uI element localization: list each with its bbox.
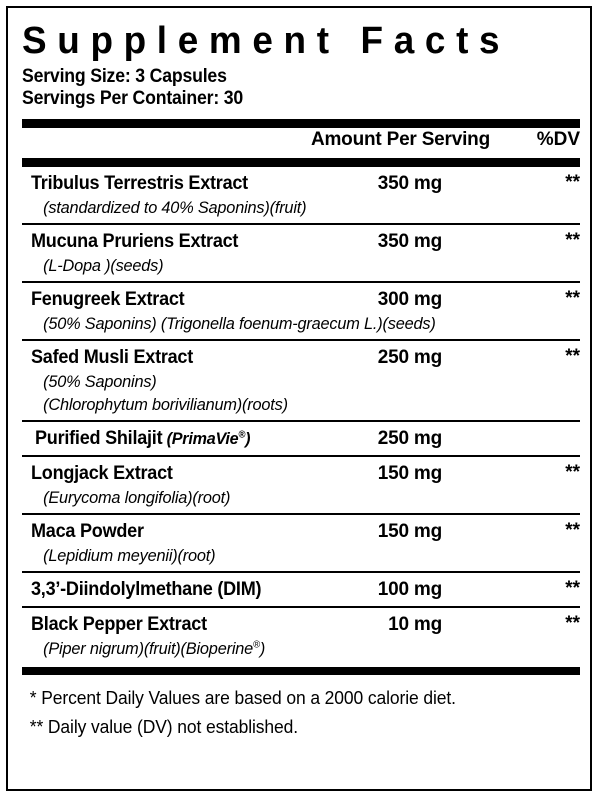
- ingredient-row-main: Mucuna Pruriens Extract 350 mg **: [22, 230, 580, 254]
- ingredient-amount: 350 mg: [377, 173, 442, 194]
- footnote: * Percent Daily Values are based on a 20…: [29, 688, 456, 708]
- ingredient-row-main: Purified Shilajit (PrimaVie®) 250 mg: [22, 427, 580, 451]
- ingredient-row: 3,3’-Diindolylmethane (DIM) 100 mg **: [22, 573, 580, 606]
- ingredient-daily-value: **: [565, 462, 580, 483]
- ingredient-row-main: Tribulus Terrestris Extract 350 mg **: [22, 172, 580, 196]
- ingredient-name: Fenugreek Extract: [31, 289, 185, 310]
- ingredient-row-main: Black Pepper Extract 10 mg **: [22, 613, 580, 637]
- servings-per-container: Servings Per Container: 30: [22, 88, 244, 109]
- footnotes-block: * Percent Daily Values are based on a 20…: [22, 675, 580, 742]
- column-header-amount: Amount Per Serving: [310, 129, 490, 150]
- ingredient-name: Safed Musli Extract: [31, 347, 194, 368]
- ingredient-subline: (50% Saponins): [43, 372, 157, 391]
- footnote-separator-rule: [22, 667, 580, 675]
- ingredient-row: Fenugreek Extract 300 mg ** (50% Saponins) …: [22, 283, 580, 339]
- ingredient-name: Purified Shilajit (PrimaVie®): [35, 428, 251, 449]
- page-title: Supplement Facts: [22, 20, 511, 62]
- ingredient-subline: (50% Saponins) (Trigonella foenum-graecu…: [43, 314, 436, 333]
- ingredient-row: Longjack Extract 150 mg ** (Eurycoma longif…: [22, 457, 580, 513]
- ingredient-row-main: Safed Musli Extract 250 mg **: [22, 346, 580, 370]
- serving-info-block: Serving Size: 3 Capsules Servings Per Co…: [22, 66, 580, 110]
- row-divider: [22, 281, 580, 283]
- ingredient-subline: (Piper nigrum)(fruit)(Bioperine®): [43, 639, 266, 658]
- ingredient-subline: (L-Dopa )(seeds): [43, 256, 164, 275]
- ingredient-amount: 250 mg: [377, 428, 442, 449]
- ingredient-daily-value: **: [565, 172, 580, 193]
- ingredient-name: Longjack Extract: [31, 463, 173, 484]
- ingredient-row-main: 3,3’-Diindolylmethane (DIM) 100 mg **: [22, 578, 580, 602]
- ingredient-amount: 10 mg: [388, 614, 442, 635]
- row-divider: [22, 606, 580, 608]
- column-header-daily-value: %DV: [536, 129, 580, 150]
- serving-size: Serving Size: 3 Capsules: [22, 66, 227, 87]
- ingredient-amount: 250 mg: [377, 347, 442, 368]
- ingredient-subline: (Eurycoma longifolia)(root): [43, 488, 231, 507]
- ingredient-name: Mucuna Pruriens Extract: [31, 231, 239, 252]
- row-divider: [22, 420, 580, 422]
- ingredient-row: Maca Powder 150 mg ** (Lepidium meyenii)(ro…: [22, 515, 580, 571]
- label-content: Supplement Facts Serving Size: 3 Capsule…: [22, 14, 580, 742]
- ingredient-row: Tribulus Terrestris Extract 350 mg ** (stan…: [22, 167, 580, 223]
- ingredient-daily-value: **: [565, 346, 580, 367]
- row-divider: [22, 571, 580, 573]
- footnote: ** Daily value (DV) not established.: [29, 717, 299, 737]
- ingredient-row-main: Longjack Extract 150 mg **: [22, 462, 580, 486]
- ingredient-amount: 300 mg: [377, 289, 442, 310]
- ingredient-subline: (standardized to 40% Saponins)(fruit): [43, 198, 307, 217]
- ingredient-row-main: Maca Powder 150 mg **: [22, 520, 580, 544]
- ingredient-name: Tribulus Terrestris Extract: [31, 173, 248, 194]
- ingredient-list: Tribulus Terrestris Extract 350 mg ** (stan…: [22, 167, 580, 664]
- ingredient-row: Purified Shilajit (PrimaVie®) 250 mg: [22, 422, 580, 455]
- ingredient-daily-value: **: [565, 613, 580, 634]
- ingredient-row: Black Pepper Extract 10 mg ** (Piper nigrum…: [22, 608, 580, 664]
- ingredient-row: Safed Musli Extract 250 mg ** (50% Saponins…: [22, 341, 580, 420]
- row-divider: [22, 513, 580, 515]
- header-bottom-rule: [22, 158, 580, 167]
- row-divider: [22, 223, 580, 225]
- ingredient-daily-value: **: [565, 578, 580, 599]
- ingredient-name: 3,3’-Diindolylmethane (DIM): [31, 579, 262, 600]
- row-divider: [22, 455, 580, 457]
- ingredient-subline: (Chlorophytum borivilianum)(roots): [43, 395, 288, 414]
- ingredient-daily-value: **: [565, 288, 580, 309]
- ingredient-subline: (Lepidium meyenii)(root): [43, 546, 216, 565]
- supplement-facts-panel: Supplement Facts Serving Size: 3 Capsule…: [6, 6, 592, 791]
- ingredient-name: Black Pepper Extract: [31, 614, 207, 635]
- ingredient-row: Mucuna Pruriens Extract 350 mg ** (L-Dopa )…: [22, 225, 580, 281]
- header-top-rule: [22, 119, 580, 128]
- ingredient-name-trademark: (PrimaVie®): [162, 429, 251, 448]
- ingredient-amount: 100 mg: [377, 579, 442, 600]
- ingredient-row-main: Fenugreek Extract 300 mg **: [22, 288, 580, 312]
- row-divider: [22, 339, 580, 341]
- ingredient-daily-value: **: [565, 230, 580, 251]
- ingredient-amount: 350 mg: [377, 231, 442, 252]
- ingredient-amount: 150 mg: [377, 521, 442, 542]
- column-header-row: Amount Per Serving %DV: [22, 128, 580, 154]
- ingredient-daily-value: **: [565, 520, 580, 541]
- ingredient-name: Maca Powder: [31, 521, 144, 542]
- ingredient-amount: 150 mg: [377, 463, 442, 484]
